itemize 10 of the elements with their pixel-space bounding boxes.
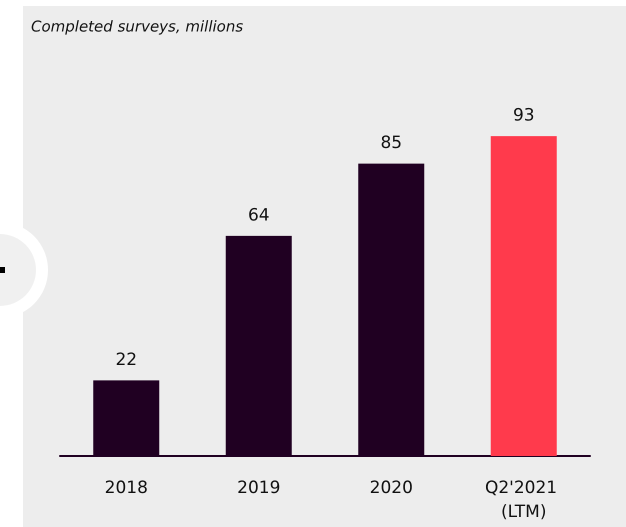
data-label: 22: [115, 350, 138, 370]
x-tick-label: 2020: [370, 478, 413, 498]
data-label: 93: [512, 106, 535, 126]
x-tick-label: Q2'2021 (LTM): [484, 478, 563, 522]
data-label: 64: [248, 205, 270, 226]
x-tick-label: 2019: [237, 478, 280, 498]
chart-title: Completed surveys, millions: [31, 18, 244, 36]
bar: [490, 136, 557, 456]
x-tick-label: 2018: [104, 478, 148, 498]
data-label: 85: [380, 133, 402, 154]
